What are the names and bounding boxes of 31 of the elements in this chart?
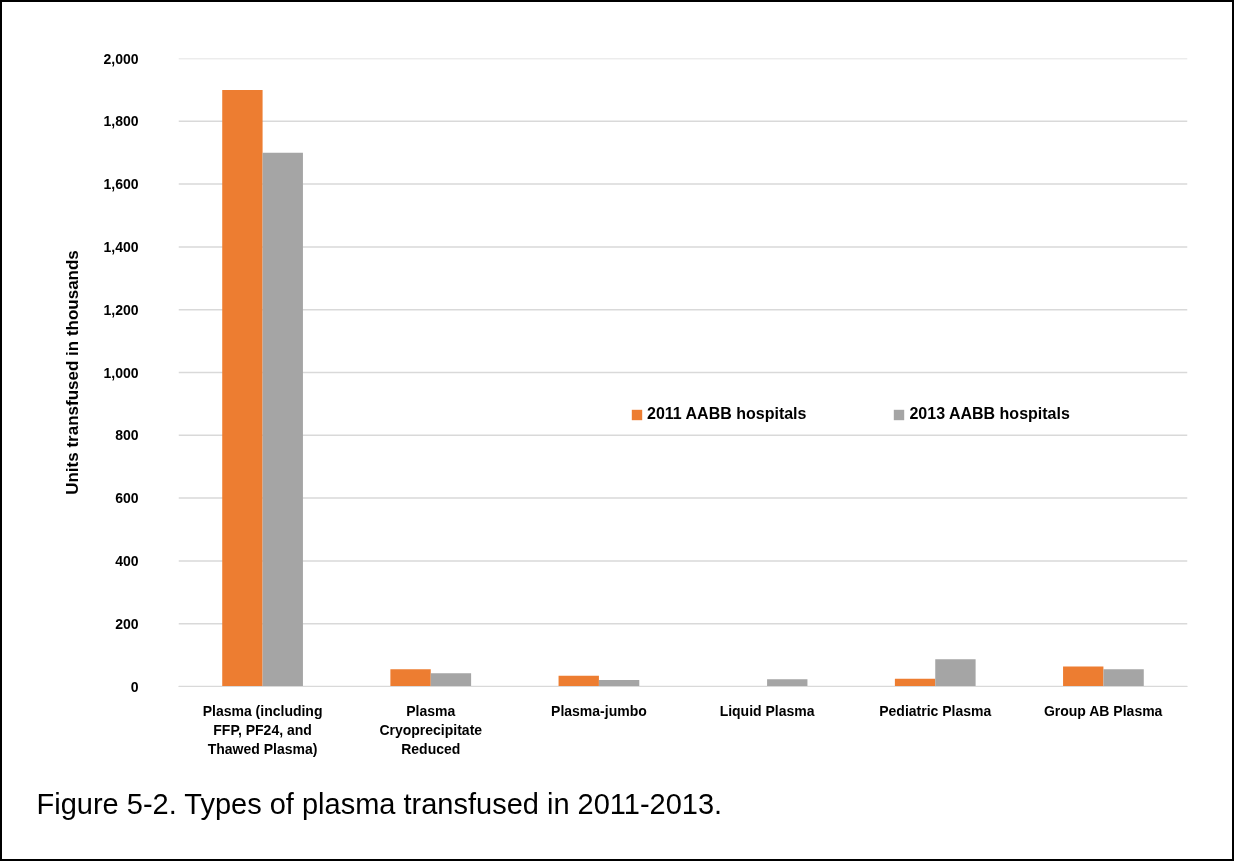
bar [1063, 666, 1104, 687]
x-tick-label: Plasma-jumbo [551, 702, 647, 719]
x-tick-label: Liquid Plasma [719, 702, 815, 719]
y-tick-label: 1,800 [103, 113, 139, 130]
bar [767, 679, 808, 687]
y-tick-label: 200 [115, 615, 139, 632]
y-tick-label: 800 [115, 427, 139, 444]
y-tick-label: 1,000 [103, 364, 139, 381]
text: Figure 5-2. Types of plasma transfused in 2011-2013. [36, 787, 723, 820]
legend-label: 2011 AABB hospitals [647, 405, 807, 423]
bar [222, 89, 263, 687]
bar [1103, 669, 1144, 687]
x-tick-label: Plasma Cryoprecipitate Reduced [379, 702, 483, 757]
x-tick-label: Plasma (including FFP, PF24, and Thawed Plasma) [202, 702, 323, 757]
bar [558, 675, 599, 687]
y-tick-label: 1,200 [103, 301, 139, 318]
bar [390, 669, 431, 687]
y-axis-title: Units transfused in thousands [63, 250, 83, 495]
bar [430, 673, 472, 687]
y-tick-label: 600 [115, 490, 139, 507]
bar [935, 659, 976, 687]
y-tick-label: 1,400 [103, 238, 139, 255]
y-tick-label: 1,600 [103, 176, 139, 193]
y-tick-label: 400 [115, 552, 139, 569]
bar [598, 679, 640, 687]
bar [262, 152, 303, 687]
x-tick-label: Pediatric Plasma [879, 702, 992, 719]
x-tick-label: Group AB Plasma [1043, 702, 1163, 719]
y-tick-label: 2,000 [103, 50, 139, 67]
y-tick-label: 0 [130, 678, 139, 695]
legend-label: 2013 AABB hospitals [909, 405, 1070, 423]
